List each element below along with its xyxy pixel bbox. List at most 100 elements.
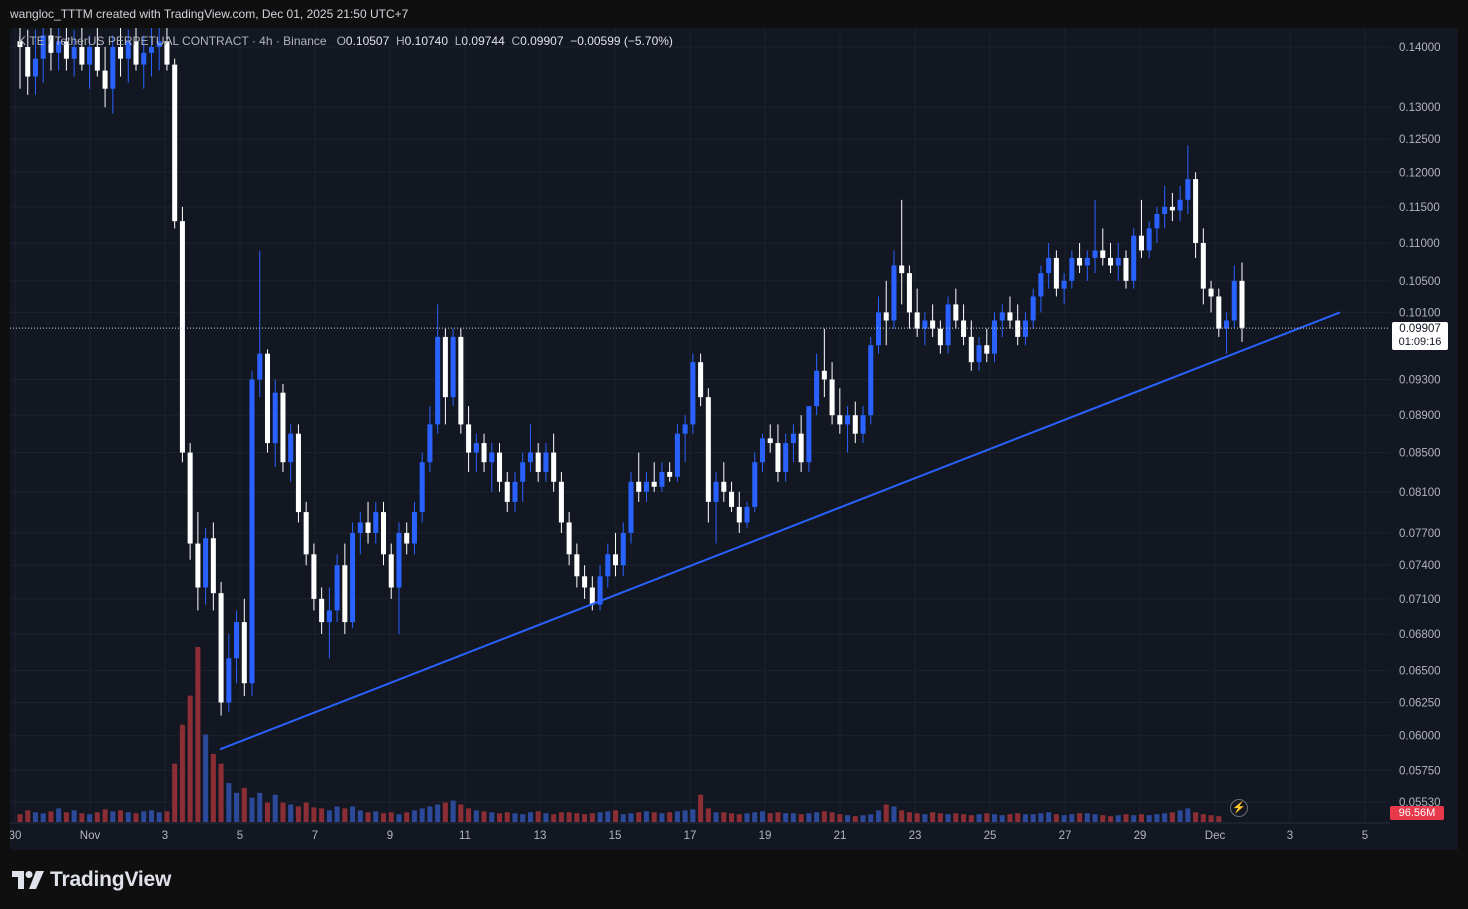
lightning-icon[interactable]: ⚡ <box>1230 799 1248 817</box>
candle-body <box>860 415 866 434</box>
legend-high-value: 0.10740 <box>404 34 449 48</box>
volume-bar <box>752 812 758 822</box>
volume-bar <box>1077 813 1083 822</box>
candle-body <box>466 424 472 453</box>
volume-bar <box>574 813 580 822</box>
candle-body <box>442 336 448 398</box>
candle-body <box>1131 235 1137 281</box>
candle-body <box>674 433 680 477</box>
volume-bar <box>226 783 232 822</box>
volume-bar <box>295 806 301 822</box>
volume-bar <box>172 763 178 822</box>
candle-body <box>837 415 843 425</box>
volume-bar <box>790 813 796 822</box>
x-tick-label: 30 <box>10 830 21 842</box>
volume-bar <box>1084 813 1090 822</box>
candle-body <box>380 512 387 555</box>
volume-bar <box>729 813 735 822</box>
candle-body <box>814 370 820 407</box>
volume-bar <box>257 792 263 822</box>
candle-body <box>752 462 758 507</box>
candle-body <box>1208 288 1214 297</box>
volume-bar <box>141 811 147 822</box>
bar-countdown: 01:09:16 <box>1398 336 1442 348</box>
x-tick-label: 21 <box>834 830 847 842</box>
candle-body <box>512 481 518 502</box>
volume-bar <box>566 812 572 822</box>
volume-bar <box>984 813 990 822</box>
candle-body <box>288 433 294 463</box>
candle-body <box>102 70 108 89</box>
candle-body <box>357 522 363 533</box>
candle-body <box>1185 179 1191 200</box>
volume-bar <box>203 734 209 822</box>
legend-low-label: L <box>454 34 462 48</box>
x-tick-label: 9 <box>387 830 393 842</box>
volume-bar <box>504 812 510 822</box>
volume-bar <box>837 814 843 822</box>
candlestick-chart[interactable]: 0.14000 0.13000 0.12500 0.12000 0.11500 0.110… <box>10 28 1458 850</box>
chart-panel[interactable]: 0.14000 0.13000 0.12500 0.12000 0.11500 0.110… <box>10 28 1458 850</box>
candle-body <box>17 41 23 47</box>
volume-bar <box>698 794 704 822</box>
candle-body <box>1038 273 1044 297</box>
candle-body <box>1061 280 1067 289</box>
candle-body <box>419 462 425 513</box>
ohlc-legend: KITE / TetherUS PERPETUAL CONTRACT · 4h … <box>18 34 673 48</box>
volume-bar <box>179 724 185 822</box>
legend-high-label: H <box>395 34 405 48</box>
candle-body <box>210 538 216 594</box>
volume-bar <box>1007 814 1013 822</box>
y-tick-label: 0.06500 <box>1399 666 1441 678</box>
volume-bar <box>968 815 974 822</box>
candle-body <box>195 543 201 588</box>
candle-body <box>450 336 456 398</box>
legend-change: −0.00599 (−5.70%) <box>570 34 673 48</box>
volume-bar <box>1092 814 1098 822</box>
candle-body <box>504 481 510 502</box>
volume-bar <box>481 811 487 822</box>
candle-body <box>767 438 773 444</box>
volume-bar <box>241 787 247 822</box>
chart-background <box>10 28 1458 850</box>
candle-body <box>1022 320 1028 337</box>
candle-body <box>984 345 990 354</box>
volume-bar <box>1146 815 1152 822</box>
volume-bar <box>852 816 858 822</box>
candle-body <box>736 506 742 523</box>
volume-bar <box>288 804 294 822</box>
x-tick-label: 3 <box>1287 830 1293 842</box>
volume-bar <box>326 810 332 822</box>
last-price-value: 0.09907 <box>1399 323 1441 335</box>
volume-bar <box>875 810 882 822</box>
tradingview-logo[interactable]: TradingView <box>12 868 171 892</box>
candle-body <box>203 538 209 588</box>
candle-body <box>620 532 626 566</box>
candle-body <box>806 406 812 463</box>
legend-close-value: 0.09907 <box>520 34 564 48</box>
x-tick-label: 7 <box>312 830 318 842</box>
volume-bar <box>589 813 595 822</box>
volume-bar <box>821 811 827 822</box>
volume-bar <box>48 811 54 822</box>
x-tick-label: 27 <box>1059 830 1072 842</box>
candle-body <box>543 452 549 472</box>
candle-body <box>1069 257 1075 281</box>
volume-bar <box>1162 813 1168 822</box>
candle-body <box>25 47 31 77</box>
volume-bar <box>628 813 634 822</box>
candle-body <box>1007 312 1013 321</box>
volume-bar <box>156 812 162 822</box>
candle-body <box>1200 243 1206 289</box>
volume-bar <box>280 802 286 822</box>
x-tick-label: Nov <box>80 830 101 842</box>
volume-bar <box>636 812 642 822</box>
volume-bar <box>442 802 448 822</box>
volume-bar <box>713 812 719 822</box>
y-tick-label: 0.06800 <box>1399 629 1441 641</box>
candle-body <box>937 328 943 346</box>
candle-body <box>821 370 827 380</box>
y-tick-label: 0.12500 <box>1399 134 1441 146</box>
candle-body <box>682 424 688 434</box>
candle-body <box>458 336 464 425</box>
